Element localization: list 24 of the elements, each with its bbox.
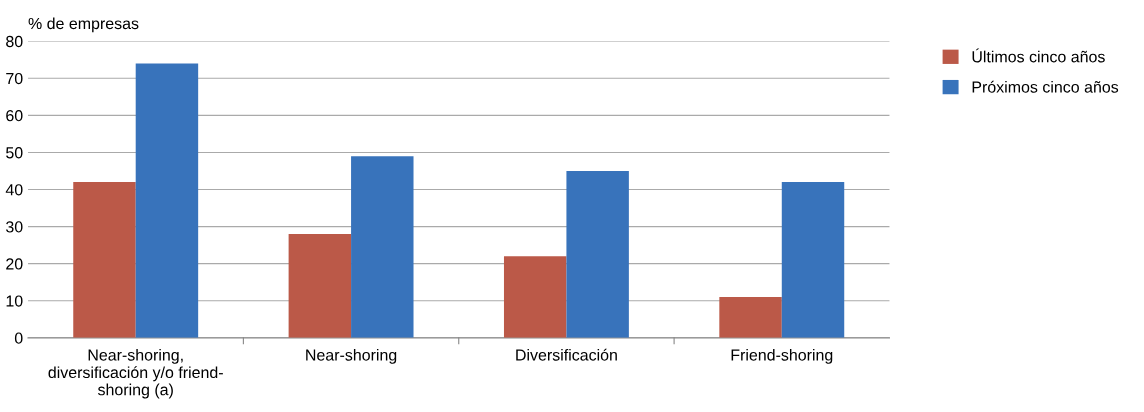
bar	[73, 182, 136, 338]
bar	[719, 297, 782, 338]
bar	[503, 256, 567, 338]
legend-label: Últimos cinco años	[972, 48, 1105, 63]
y-tick-label: 0	[14, 332, 23, 344]
bar	[566, 170, 629, 338]
bar	[135, 63, 199, 338]
y-tick-label: 10	[6, 295, 23, 307]
x-tick-label: Near-shoring, diversificación y/o friend- shoring (a)	[48, 348, 223, 399]
x-tick-label: Near-shoring	[306, 348, 397, 364]
y-tick-label: 60	[6, 109, 23, 122]
y-tick-label: 70	[6, 72, 23, 85]
x-tick-label: Diversificación	[516, 348, 617, 361]
x-tick-label: Friend-shoring	[731, 348, 833, 364]
y-tick-label: 20	[6, 258, 23, 270]
bar	[288, 234, 352, 338]
legend-label: Próximos cinco años	[972, 80, 1119, 93]
y-tick-label: 30	[6, 221, 23, 233]
y-axis-title: % de empresas	[28, 17, 139, 33]
y-tick-label: 50	[6, 147, 23, 159]
bar	[781, 182, 845, 338]
y-tick-label: 80	[6, 35, 23, 48]
y-tick-label: 40	[5, 184, 23, 196]
bar	[351, 156, 414, 338]
